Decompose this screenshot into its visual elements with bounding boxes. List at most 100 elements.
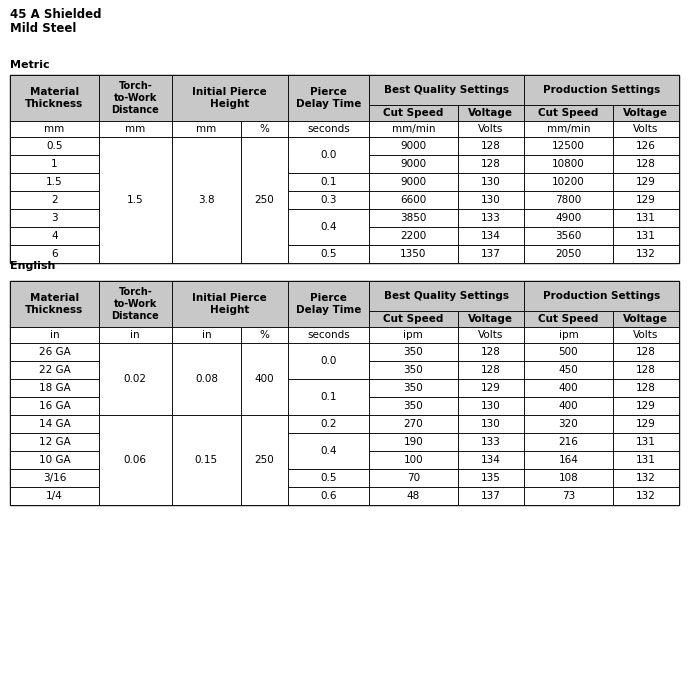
Text: 16 GA: 16 GA	[39, 401, 70, 411]
Bar	[369, 155, 457, 173]
Bar	[524, 433, 613, 451]
Text: Torch-
to-Work
Distance: Torch- to-Work Distance	[112, 287, 159, 320]
Text: 129: 129	[636, 195, 656, 205]
Text: 350: 350	[404, 365, 423, 375]
Text: 7800: 7800	[555, 195, 582, 205]
Bar	[288, 327, 369, 343]
Text: in: in	[130, 330, 140, 340]
Bar	[10, 155, 99, 173]
Bar	[613, 137, 679, 155]
Text: 108: 108	[559, 473, 578, 483]
Bar	[524, 75, 679, 105]
Text: 0.1: 0.1	[320, 392, 336, 402]
Bar	[457, 343, 524, 361]
Bar	[613, 379, 679, 397]
Text: 3/16: 3/16	[43, 473, 66, 483]
Bar	[457, 121, 524, 137]
Text: Volts: Volts	[633, 124, 659, 134]
Text: 135: 135	[481, 473, 501, 483]
Text: 9000: 9000	[400, 141, 426, 151]
Text: 9000: 9000	[400, 177, 426, 187]
Bar	[457, 451, 524, 469]
Text: %: %	[260, 330, 269, 340]
Text: 1.5: 1.5	[127, 195, 143, 205]
Bar	[369, 343, 457, 361]
Text: 6600: 6600	[400, 195, 426, 205]
Text: Torch-
to-Work
Distance: Torch- to-Work Distance	[112, 81, 159, 114]
Text: 10800: 10800	[552, 159, 585, 169]
Text: 0.6: 0.6	[320, 491, 336, 501]
Bar	[99, 281, 172, 327]
Bar	[369, 327, 457, 343]
Text: 133: 133	[481, 213, 501, 223]
Text: 4: 4	[51, 231, 58, 241]
Bar	[10, 415, 99, 433]
Bar	[457, 487, 524, 505]
Text: 0.5: 0.5	[46, 141, 63, 151]
Bar	[241, 121, 288, 137]
Bar	[457, 227, 524, 245]
Text: Metric: Metric	[10, 60, 50, 70]
Bar	[172, 121, 241, 137]
Bar	[241, 137, 288, 263]
Bar	[613, 343, 679, 361]
Bar	[457, 327, 524, 343]
Bar	[613, 209, 679, 227]
Text: Pierce
Delay Time: Pierce Delay Time	[296, 293, 361, 315]
Text: seconds: seconds	[307, 124, 350, 134]
Text: 14 GA: 14 GA	[39, 419, 70, 429]
Bar	[288, 469, 369, 487]
Bar	[613, 469, 679, 487]
Bar	[99, 75, 172, 121]
Bar	[369, 137, 457, 155]
Text: 129: 129	[636, 401, 656, 411]
Text: ipm: ipm	[404, 330, 423, 340]
Text: Production Settings: Production Settings	[543, 85, 660, 95]
Text: 0.02: 0.02	[124, 374, 147, 384]
Bar	[524, 397, 613, 415]
Text: 131: 131	[636, 213, 656, 223]
Text: 0.0: 0.0	[320, 150, 336, 160]
Text: 132: 132	[636, 491, 656, 501]
Text: 3850: 3850	[400, 213, 426, 223]
Text: 500: 500	[559, 347, 578, 357]
Text: 73: 73	[562, 491, 575, 501]
Bar	[10, 281, 99, 327]
Text: 0.2: 0.2	[320, 419, 336, 429]
Text: 0.5: 0.5	[320, 473, 336, 483]
Text: 350: 350	[404, 347, 423, 357]
Text: 134: 134	[481, 455, 501, 465]
Bar	[288, 433, 369, 469]
Bar	[524, 311, 613, 327]
Bar	[613, 361, 679, 379]
Text: Best Quality Settings: Best Quality Settings	[384, 85, 509, 95]
Bar	[613, 105, 679, 121]
Text: 0.15: 0.15	[195, 455, 218, 465]
Bar	[99, 415, 172, 505]
Bar	[457, 137, 524, 155]
Text: mm: mm	[44, 124, 65, 134]
Text: 128: 128	[636, 347, 656, 357]
Bar	[369, 227, 457, 245]
Bar	[288, 209, 369, 245]
Text: seconds: seconds	[307, 330, 350, 340]
Text: Material
Thickness: Material Thickness	[25, 87, 83, 109]
Bar	[613, 451, 679, 469]
Bar	[369, 311, 457, 327]
Bar	[457, 173, 524, 191]
Text: mm: mm	[196, 124, 216, 134]
Bar	[524, 451, 613, 469]
Text: 400: 400	[254, 374, 274, 384]
Bar	[99, 121, 172, 137]
Bar	[288, 173, 369, 191]
Bar	[369, 209, 457, 227]
Bar	[288, 245, 369, 263]
Text: 126: 126	[636, 141, 656, 151]
Text: 137: 137	[481, 249, 501, 259]
Text: 45 A Shielded: 45 A Shielded	[10, 8, 101, 21]
Text: 450: 450	[559, 365, 578, 375]
Bar	[288, 75, 369, 121]
Bar	[10, 397, 99, 415]
Text: 3.8: 3.8	[198, 195, 215, 205]
Bar	[524, 281, 679, 311]
